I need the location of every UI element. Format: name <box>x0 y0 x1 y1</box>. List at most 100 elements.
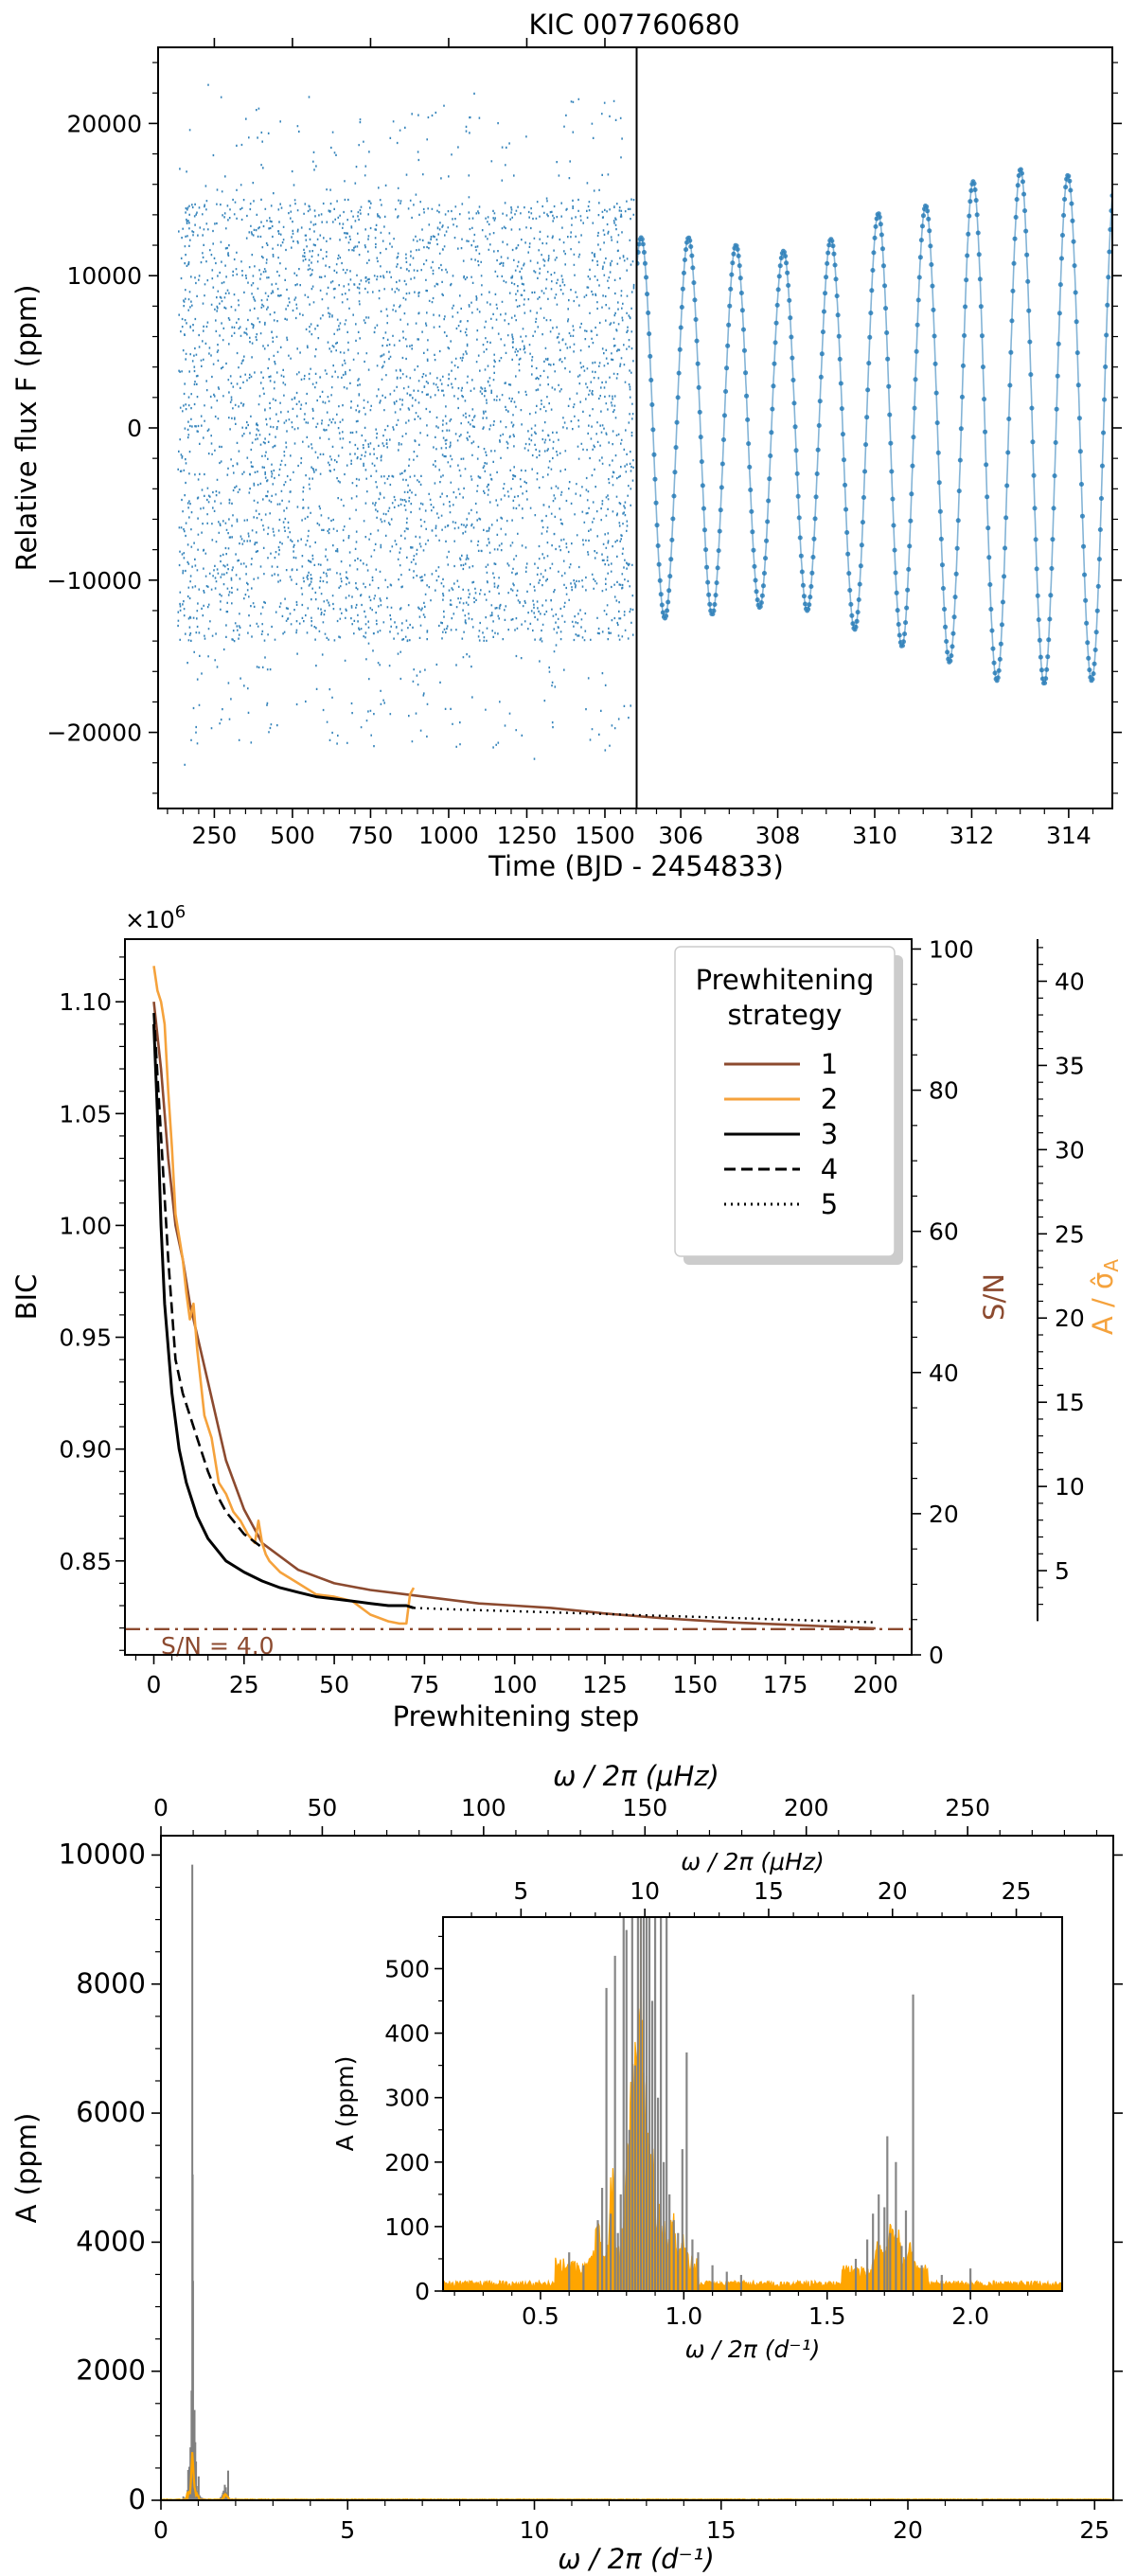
bic-ytick-label: 1.00 <box>59 1212 112 1239</box>
bic-ylabel: BIC <box>10 1274 43 1321</box>
lightcurve-xtick-label: 1250 <box>497 822 558 849</box>
inset-xtick-label: 1.5 <box>808 2302 846 2330</box>
lightcurve-xtick-label: 306 <box>658 822 703 849</box>
inset-peaks <box>443 1917 1062 2291</box>
periodogram-top-xtick-label: 150 <box>622 1794 667 1821</box>
inset-ytick-label: 0 <box>415 2278 430 2305</box>
periodogram-top-xtick-label: 0 <box>153 1794 169 1821</box>
lightcurve-left-points-path <box>177 83 635 766</box>
amp-tick-label: 40 <box>1055 968 1085 995</box>
sn-tick-label: 20 <box>929 1501 959 1528</box>
lightcurve-right-points <box>637 167 1112 686</box>
amp-tick-label: 30 <box>1055 1136 1085 1164</box>
amp-tick-label: 15 <box>1055 1389 1085 1416</box>
prewhitening-series-5 <box>413 1607 876 1624</box>
amp-tick-label: 10 <box>1055 1473 1085 1501</box>
inset-top-xtick-label: 5 <box>513 1877 528 1905</box>
prewhitening-series <box>152 966 876 1630</box>
inset-top-xlabel: ω / 2π (μHz) <box>681 1848 825 1875</box>
amp-axis-label: A / σ̂A <box>1087 1259 1123 1335</box>
bic-yaxis: 0.85 0.90 0.95 1.00 1.05 1.10 <box>59 956 125 1651</box>
lightcurve-xtick-label: 500 <box>270 822 315 849</box>
prewhitening-xtick-label: 75 <box>409 1671 439 1698</box>
periodogram-ytick-label: 4000 <box>76 2225 146 2257</box>
amp-tick-label: 20 <box>1055 1305 1085 1332</box>
periodogram-ylabel: A (ppm) <box>10 2113 43 2224</box>
prewhitening-series-2 <box>152 966 416 1626</box>
bic-ytick-label: 0.95 <box>59 1324 112 1352</box>
sn-tick-label: 40 <box>929 1359 959 1387</box>
periodogram-panel: ω / 2π (μHz) A (ppm) ω / 2π (d⁻¹) 0 5 10 15… <box>10 1760 1123 2575</box>
lightcurve-xtick-label: 314 <box>1046 822 1092 849</box>
lightcurve-xtick-label: 750 <box>348 822 394 849</box>
inset-ytick-label: 200 <box>384 2149 430 2176</box>
amp-tick-label: 35 <box>1055 1052 1085 1079</box>
prewhitening-xtick-label: 125 <box>582 1671 628 1698</box>
periodogram-xtick-label: 5 <box>340 2516 355 2544</box>
lightcurve-ytick-label: −20000 <box>47 720 142 747</box>
lightcurve-ytick-label: 10000 <box>66 262 142 290</box>
legend-label-4: 4 <box>821 1153 838 1185</box>
lightcurve-right-line <box>637 168 1112 684</box>
prewhitening-series-4 <box>152 1012 263 1549</box>
periodogram-frame <box>160 1835 1114 2501</box>
inset-spectrum <box>443 1918 1062 2291</box>
inset-frame <box>442 1916 1063 2292</box>
legend-label-5: 5 <box>821 1188 838 1220</box>
bic-ytick-label: 1.05 <box>59 1100 112 1128</box>
periodogram-top-xtick-label: 50 <box>308 1794 338 1821</box>
legend-title-line1: Prewhitening <box>696 964 875 996</box>
amp-tick-label: 5 <box>1055 1557 1070 1585</box>
periodogram-xtick-label: 25 <box>1079 2516 1109 2544</box>
prewhitening-series-3 <box>152 1023 415 1609</box>
inset-xlabel: ω / 2π (d⁻¹) <box>685 2336 821 2363</box>
lightcurve-xtick-label: 250 <box>192 822 238 849</box>
sn-axis-label: S/N <box>978 1273 1010 1321</box>
prewhitening-xtick-label: 175 <box>763 1671 808 1698</box>
inset-panel: 0.5 1.0 1.5 2.0 5 10 15 20 25 0 100 200 300 400 500 ω … <box>331 1848 1063 2363</box>
prewhitening-xtick-label: 50 <box>319 1671 349 1698</box>
periodogram-spectrum <box>161 2452 1113 2500</box>
lightcurve-panel: KIC 007760680 Relative flux F (ppm) Time… <box>10 9 1122 882</box>
prewhitening-xtick-label: 150 <box>672 1671 718 1698</box>
lightcurve-frame <box>157 46 1113 809</box>
periodogram-xtick-label: 10 <box>520 2516 550 2544</box>
legend-label-1: 1 <box>821 1048 838 1080</box>
prewhitening-xtick-label: 0 <box>147 1671 162 1698</box>
lightcurve-xtick-label: 1000 <box>418 822 479 849</box>
bic-ytick-label: 0.90 <box>59 1436 112 1464</box>
prewhitening-xaxis: 0 25 50 75 100 125 150 175 200 <box>134 1655 898 1698</box>
lightcurve-ytick-label: 0 <box>127 415 142 442</box>
periodogram-ytick-label: 2000 <box>76 2354 146 2387</box>
lightcurve-ytick-label: −10000 <box>47 567 142 595</box>
inset-top-xtick-label: 20 <box>878 1877 908 1905</box>
lightcurve-left-points <box>177 83 635 766</box>
bic-ytick-label: 1.10 <box>59 988 112 1016</box>
inset-top-xtick-label: 25 <box>1002 1877 1032 1905</box>
inset-top-xtick-label: 15 <box>754 1877 784 1905</box>
periodogram-xtick-label: 15 <box>706 2516 737 2544</box>
sn-tick-label: 80 <box>929 1077 959 1105</box>
periodogram-ytick-label: 10000 <box>59 1838 146 1870</box>
periodogram-top-xtick-label: 100 <box>461 1794 506 1821</box>
periodogram-xlabel: ω / 2π (d⁻¹) <box>558 2543 715 2575</box>
inset-xtick-label: 0.5 <box>522 2302 559 2330</box>
sn-tick-label: 100 <box>929 935 974 963</box>
prewhitening-xtick-label: 100 <box>492 1671 538 1698</box>
inset-axes: 0.5 1.0 1.5 2.0 5 10 15 20 25 0 100 200 300 400 500 <box>384 1877 1042 2330</box>
inset-xtick-label: 1.0 <box>665 2302 702 2330</box>
legend-label-3: 3 <box>821 1118 838 1150</box>
inset-ytick-label: 100 <box>384 2213 430 2241</box>
sn-axis: 0 20 40 60 80 100 <box>912 935 974 1669</box>
inset-ylabel: A (ppm) <box>331 2056 359 2152</box>
prewhitening-xlabel: Prewhitening step <box>393 1700 640 1732</box>
lightcurve-xaxis-right: 306 308 310 312 314 <box>655 808 1094 849</box>
inset-ytick-label: 400 <box>384 2020 430 2048</box>
periodogram-ytick-label: 0 <box>129 2483 146 2515</box>
legend-title-line2: strategy <box>728 999 843 1031</box>
inset-top-xtick-label: 10 <box>630 1877 660 1905</box>
periodogram-axes: 0 5 10 15 20 250 50 100 150 200 250020004000600080… <box>59 1794 1123 2544</box>
inset-ytick-label: 300 <box>384 2085 430 2112</box>
inset-xtick-label: 2.0 <box>951 2302 989 2330</box>
